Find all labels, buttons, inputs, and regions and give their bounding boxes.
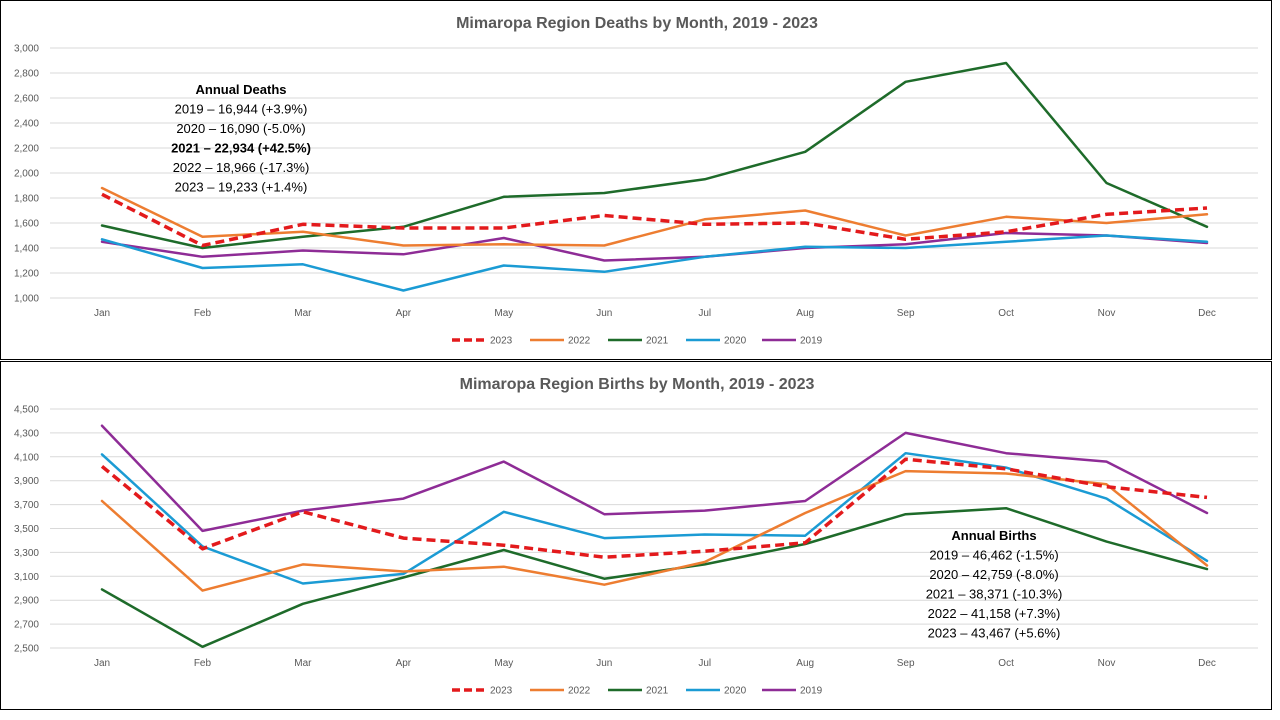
births-y-tick-label: 4,100 <box>14 452 39 463</box>
births-x-tick-label: Jan <box>94 658 110 669</box>
deaths-x-tick-label: Feb <box>194 308 212 319</box>
births-series-2021-line <box>100 506 1209 649</box>
births-y-tick-label: 3,900 <box>14 476 39 487</box>
deaths-x-tick-label: Apr <box>396 308 412 319</box>
births-x-tick-label: Nov <box>1098 658 1116 669</box>
births-y-tick-label: 2,500 <box>14 644 39 655</box>
births-annotation-line: 2020 – 42,759 (-8.0%) <box>929 567 1058 582</box>
births-x-tick-label: Oct <box>998 658 1014 669</box>
deaths-y-tick-label: 1,600 <box>14 219 39 230</box>
deaths-y-tick-label: 1,800 <box>14 194 39 205</box>
deaths-annotation-line: 2022 – 18,966 (-17.3%) <box>173 160 310 175</box>
births-y-axis: 2,500 2,700 2,900 3,100 3,300 3,500 3,700 3,900… <box>14 405 39 655</box>
births-y-tick-label: 4,300 <box>14 428 39 439</box>
deaths-y-tick-label: 2,800 <box>14 69 39 80</box>
deaths-annotation-line: 2020 – 16,090 (-5.0%) <box>176 121 305 136</box>
births-legend: 2023 2022 2021 2020 2019 <box>452 686 823 697</box>
deaths-series-2019-line <box>100 231 1209 262</box>
births-x-tick-label: Aug <box>796 658 814 669</box>
deaths-x-axis: Jan Feb Mar Apr May Jun Jul Aug Sep Oct Nov Dec <box>94 308 1216 319</box>
deaths-series-2023-line <box>101 192 1208 248</box>
deaths-legend-label-2022: 2022 <box>568 336 591 347</box>
deaths-x-tick-label: Jul <box>698 308 711 319</box>
births-legend-label-2021: 2021 <box>646 686 669 697</box>
births-annotation-line: 2019 – 46,462 (-1.5%) <box>929 548 1058 563</box>
births-x-tick-label: May <box>494 658 513 669</box>
deaths-annotation-heading: Annual Deaths <box>195 82 286 97</box>
deaths-x-tick-label: Mar <box>294 308 312 319</box>
deaths-annotation-line: 2023 – 19,233 (+1.4%) <box>175 180 308 195</box>
births-gridlines <box>50 408 1258 649</box>
deaths-x-tick-label: Nov <box>1098 308 1116 319</box>
births-y-tick-label: 2,900 <box>14 596 39 607</box>
deaths-y-tick-label: 1,000 <box>14 294 39 305</box>
births-y-tick-label: 2,700 <box>14 620 39 631</box>
deaths-x-tick-label: Aug <box>796 308 814 319</box>
births-legend-label-2019: 2019 <box>800 686 823 697</box>
deaths-series-lines <box>100 61 1209 292</box>
deaths-y-tick-label: 2,600 <box>14 94 39 105</box>
births-annotation-line: 2021 – 38,371 (-10.3%) <box>926 587 1063 602</box>
deaths-chart-title: Mimaropa Region Deaths by Month, 2019 - … <box>456 15 818 32</box>
births-x-tick-label: Jul <box>698 658 711 669</box>
births-x-tick-label: Sep <box>897 658 915 669</box>
births-legend-label-2022: 2022 <box>568 686 591 697</box>
deaths-x-tick-label: May <box>494 308 513 319</box>
births-annotation-line: 2022 – 41,158 (+7.3%) <box>928 606 1061 621</box>
deaths-annotation: Annual Deaths 2019 – 16,944 (+3.9%) 2020 –… <box>171 82 311 195</box>
births-x-axis: Jan Feb Mar Apr May Jun Jul Aug Sep Oct Nov Dec <box>94 658 1216 669</box>
births-series-2020-line <box>100 451 1209 585</box>
births-series-2019-line <box>100 424 1209 533</box>
births-y-tick-label: 4,500 <box>14 405 39 416</box>
births-annotation: Annual Births 2019 – 46,462 (-1.5%) 2020 –… <box>926 528 1063 641</box>
births-series-2023-line <box>100 457 1208 559</box>
deaths-y-tick-label: 1,400 <box>14 244 39 255</box>
deaths-annotation-line: 2019 – 16,944 (+3.9%) <box>175 102 308 117</box>
deaths-series-2020-line <box>100 234 1209 292</box>
births-annotation-line: 2023 – 43,467 (+5.6%) <box>928 626 1061 641</box>
deaths-annotation-line: 2021 – 22,934 (+42.5%) <box>171 141 311 156</box>
deaths-y-tick-label: 2,200 <box>14 144 39 155</box>
births-x-tick-label: Jun <box>596 658 612 669</box>
deaths-y-axis: 1,000 1,200 1,400 1,600 1,800 2,000 2,200 2,400… <box>14 44 39 305</box>
births-x-tick-label: Mar <box>294 658 312 669</box>
births-y-tick-label: 3,700 <box>14 500 39 511</box>
deaths-x-tick-label: Oct <box>998 308 1014 319</box>
deaths-x-tick-label: Dec <box>1198 308 1216 319</box>
deaths-y-tick-label: 3,000 <box>14 44 39 55</box>
births-series-lines <box>100 424 1209 649</box>
births-annotation-heading: Annual Births <box>951 528 1036 543</box>
deaths-x-tick-label: Jan <box>94 308 110 319</box>
births-y-tick-label: 3,500 <box>14 524 39 535</box>
deaths-series-2021-line <box>100 61 1209 250</box>
births-y-tick-label: 3,300 <box>14 548 39 559</box>
deaths-series-2022-line <box>100 186 1209 247</box>
births-x-tick-label: Apr <box>396 658 412 669</box>
births-legend-label-2020: 2020 <box>724 686 747 697</box>
deaths-legend-label-2020: 2020 <box>724 336 747 347</box>
births-x-tick-label: Dec <box>1198 658 1216 669</box>
deaths-y-tick-label: 2,400 <box>14 119 39 130</box>
births-chart-title: Mimaropa Region Births by Month, 2019 - … <box>460 376 815 393</box>
deaths-chart-frame <box>0 0 1272 360</box>
deaths-y-tick-label: 1,200 <box>14 269 39 280</box>
births-chart-frame <box>0 361 1272 710</box>
deaths-legend-label-2023: 2023 <box>490 336 513 347</box>
births-x-tick-label: Feb <box>194 658 212 669</box>
births-series-2022-line <box>100 469 1209 592</box>
births-y-tick-label: 3,100 <box>14 572 39 583</box>
deaths-x-tick-label: Jun <box>596 308 612 319</box>
deaths-legend-label-2021: 2021 <box>646 336 669 347</box>
deaths-x-tick-label: Sep <box>897 308 915 319</box>
deaths-legend-label-2019: 2019 <box>800 336 823 347</box>
deaths-y-tick-label: 2,000 <box>14 169 39 180</box>
deaths-legend: 2023 2022 2021 2020 2019 <box>452 336 823 347</box>
births-legend-label-2023: 2023 <box>490 686 513 697</box>
